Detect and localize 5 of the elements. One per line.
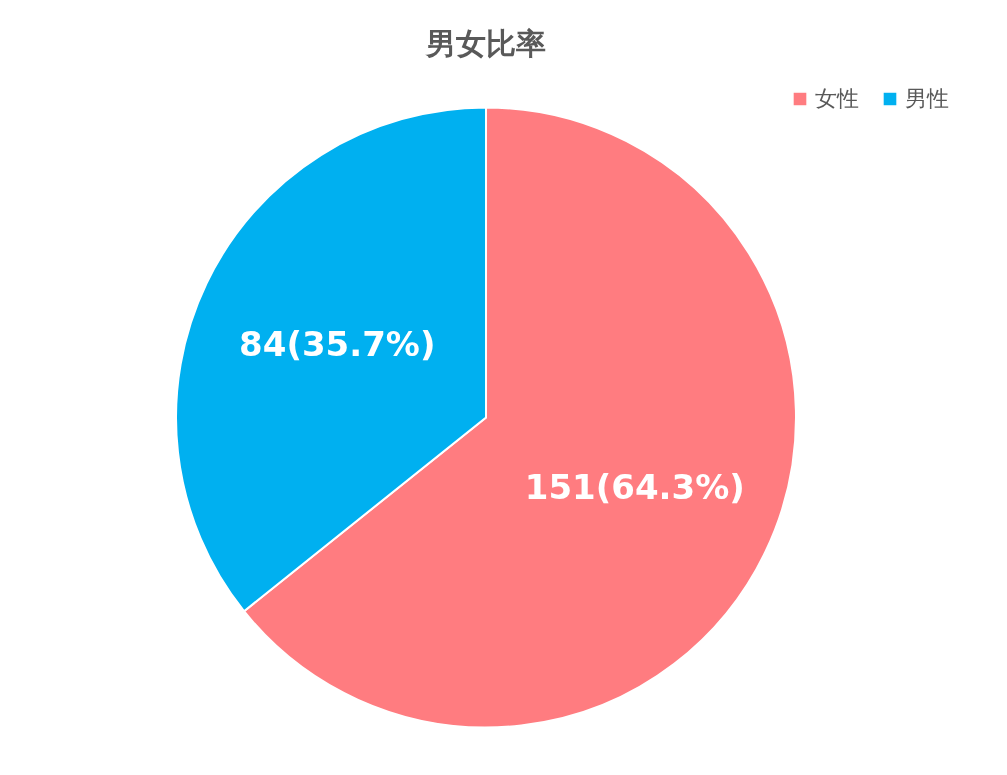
chart-title: 男女比率 (425, 26, 546, 61)
data-label: 151(64.3%) (524, 466, 745, 507)
legend-label: 男性 (905, 86, 949, 111)
legend-label: 女性 (815, 86, 859, 111)
data-label: 84(35.7%) (239, 324, 436, 365)
